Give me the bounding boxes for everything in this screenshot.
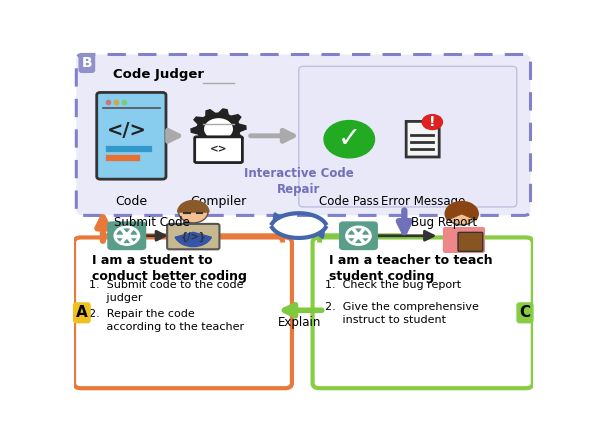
FancyBboxPatch shape: [458, 232, 483, 251]
Polygon shape: [191, 109, 246, 149]
FancyBboxPatch shape: [167, 224, 220, 249]
Text: Error Message: Error Message: [381, 195, 465, 208]
Circle shape: [179, 201, 208, 223]
Text: Code: Code: [115, 195, 147, 208]
Circle shape: [446, 202, 477, 225]
FancyBboxPatch shape: [313, 238, 533, 388]
Wedge shape: [175, 232, 211, 246]
Text: 1.  Check the bug report: 1. Check the bug report: [326, 280, 462, 290]
Text: !: !: [429, 115, 436, 129]
FancyBboxPatch shape: [443, 227, 485, 253]
Text: {/>}: {/>}: [181, 231, 206, 242]
Circle shape: [324, 121, 375, 158]
Text: </>: </>: [107, 121, 147, 140]
Text: I am a student to
conduct better coding: I am a student to conduct better coding: [92, 254, 247, 283]
Text: C: C: [519, 305, 530, 320]
Circle shape: [422, 115, 442, 129]
Circle shape: [355, 233, 362, 238]
Text: <>: <>: [210, 145, 227, 155]
Wedge shape: [445, 202, 478, 220]
Text: I am a teacher to teach
student coding: I am a teacher to teach student coding: [329, 254, 493, 283]
FancyBboxPatch shape: [76, 55, 530, 216]
Text: 2.  Give the comprehensive
     instruct to student: 2. Give the comprehensive instruct to st…: [326, 302, 480, 325]
Text: Code Judger: Code Judger: [113, 68, 204, 81]
FancyBboxPatch shape: [299, 66, 517, 207]
Text: 1.  Submit code to the code
     judger: 1. Submit code to the code judger: [89, 280, 243, 303]
Text: ✓: ✓: [337, 125, 361, 153]
Wedge shape: [178, 201, 209, 212]
Text: A: A: [76, 305, 88, 320]
FancyBboxPatch shape: [96, 92, 166, 179]
PathPatch shape: [430, 121, 439, 128]
Text: 2.  Repair the code
     according to the teacher: 2. Repair the code according to the teac…: [89, 308, 244, 332]
Text: Explain: Explain: [278, 316, 321, 329]
PathPatch shape: [406, 121, 439, 157]
Text: Interactive Code
Repair: Interactive Code Repair: [244, 167, 353, 196]
Text: Compiler: Compiler: [191, 195, 247, 208]
Circle shape: [205, 119, 232, 139]
Circle shape: [123, 233, 130, 238]
Text: B: B: [82, 56, 92, 70]
Text: Submit Code: Submit Code: [114, 216, 190, 229]
FancyBboxPatch shape: [107, 221, 146, 250]
FancyBboxPatch shape: [195, 137, 242, 162]
Text: Bug Report: Bug Report: [411, 216, 477, 229]
Text: Code Pass: Code Pass: [319, 195, 379, 208]
FancyBboxPatch shape: [339, 221, 378, 250]
FancyBboxPatch shape: [74, 238, 292, 388]
